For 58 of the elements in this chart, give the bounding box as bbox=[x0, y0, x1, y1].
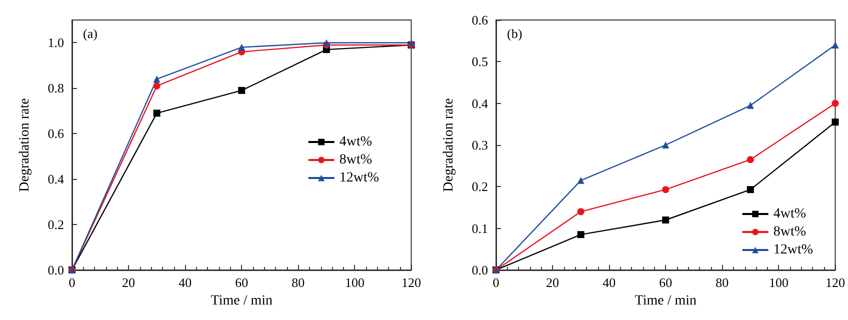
x-tick-label: 100 bbox=[344, 275, 364, 290]
point bbox=[662, 142, 670, 148]
y-tick-label: 0.0 bbox=[48, 262, 64, 278]
x-tick-label: 60 bbox=[235, 275, 248, 290]
x-axis-title: Time / min bbox=[210, 293, 272, 308]
y-tick-label: 0.2 bbox=[472, 179, 488, 194]
point bbox=[238, 44, 246, 51]
point bbox=[662, 216, 670, 224]
legend-label: 12wt% bbox=[773, 242, 814, 258]
x-tick-label: 120 bbox=[826, 275, 845, 290]
legend-label: 8wt% bbox=[339, 152, 372, 168]
x-axis-title: Time / min bbox=[634, 293, 696, 308]
point bbox=[577, 231, 584, 238]
point bbox=[153, 76, 160, 83]
point bbox=[408, 39, 415, 46]
point bbox=[662, 186, 670, 194]
point bbox=[746, 186, 754, 194]
x-tick-label: 80 bbox=[716, 275, 729, 290]
y-tick-label: 0.1 bbox=[472, 220, 488, 236]
point bbox=[238, 86, 246, 94]
y-tick-label: 0.3 bbox=[472, 138, 488, 152]
text: (b) bbox=[507, 26, 522, 41]
legend-label: 8wt% bbox=[773, 224, 806, 240]
y-tick-label: 0.6 bbox=[472, 12, 488, 28]
point bbox=[577, 208, 584, 216]
point bbox=[577, 176, 584, 184]
point bbox=[832, 118, 839, 126]
x-tick-label: 0 bbox=[492, 275, 500, 290]
legend-label: 4wt% bbox=[339, 134, 372, 150]
x-tick-label: 80 bbox=[292, 275, 305, 290]
y-tick-label: 0.5 bbox=[472, 54, 488, 70]
y-tick-label: 1.0 bbox=[48, 35, 64, 50]
point bbox=[832, 100, 839, 107]
legend-label: 12wt% bbox=[339, 170, 380, 186]
y-tick-label: 0.2 bbox=[48, 217, 64, 232]
x-tick-label: 60 bbox=[659, 275, 672, 290]
x-tick-label: 20 bbox=[546, 275, 560, 290]
y-tick-label: 0.4 bbox=[48, 172, 64, 187]
y-tick-label: 0.4 bbox=[472, 96, 488, 111]
x-tick-label: 40 bbox=[178, 275, 192, 290]
x-tick-label: 120 bbox=[402, 275, 421, 290]
point bbox=[153, 82, 160, 90]
x-tick-label: 0 bbox=[68, 275, 76, 290]
y-tick-label: 0.6 bbox=[48, 126, 64, 142]
y-axis-title: Degradation rate bbox=[442, 98, 456, 192]
legend-label: 4wt% bbox=[773, 206, 806, 222]
point bbox=[832, 42, 839, 48]
point bbox=[153, 110, 160, 117]
y-axis-title: Degradation rate bbox=[18, 98, 32, 192]
x-tick-label: 20 bbox=[122, 275, 136, 290]
x-tick-label: 40 bbox=[602, 275, 616, 290]
point bbox=[746, 156, 754, 164]
x-tick-label: 100 bbox=[768, 275, 788, 290]
y-tick-label: 0.8 bbox=[48, 80, 64, 96]
y-tick-label: 0.0 bbox=[472, 262, 488, 278]
point bbox=[322, 39, 330, 46]
point bbox=[746, 102, 754, 109]
text: (a) bbox=[83, 26, 98, 41]
